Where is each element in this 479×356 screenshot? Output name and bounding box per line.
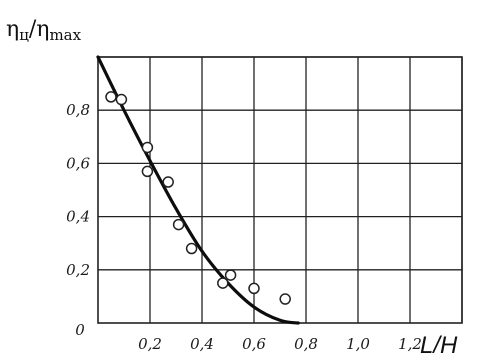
x-axis-label: L/H (420, 332, 458, 356)
y-axis-label-eta2: η (36, 17, 49, 42)
x-tick-label-3: 0,8 (294, 335, 318, 353)
data-point-1 (115, 93, 128, 106)
y-axis-label: ηц/ηmax (6, 17, 82, 44)
y-tick-labels: 0,2 0,4 0,6 0,8 (66, 101, 90, 279)
y-tick-label-3: 0,8 (66, 101, 90, 119)
data-point-8 (224, 269, 237, 281)
grid (98, 56, 463, 323)
y-tick-label-2: 0,6 (66, 154, 90, 172)
y-axis-label-sub2: max (49, 26, 81, 44)
x-tick-label-1: 0,4 (190, 335, 214, 353)
data-point-7 (217, 277, 229, 289)
data-point-3 (141, 165, 154, 178)
data-points (105, 91, 291, 305)
data-point-6 (185, 242, 198, 255)
x-tick-label-2: 0,6 (242, 335, 266, 353)
y-axis-label-slash: / (29, 17, 37, 42)
plot-frame (97, 56, 463, 324)
x-tick-label-4: 1,0 (346, 335, 370, 353)
y-axis-label-sub: ц (19, 26, 29, 44)
data-point-4 (162, 176, 174, 188)
origin-label: 0 (75, 321, 85, 339)
data-point-9 (248, 282, 260, 295)
y-axis-label-eta: η (6, 17, 19, 42)
data-point-0 (105, 91, 117, 103)
x-tick-label-0: 0,2 (138, 335, 162, 353)
fit-curve (96, 55, 300, 325)
y-tick-label-0: 0,2 (66, 261, 90, 279)
x-tick-labels: 0,2 0,4 0,6 0,8 1,0 1,2 (138, 335, 422, 353)
data-point-5 (172, 218, 185, 231)
data-point-10 (279, 293, 291, 305)
data-point-2 (141, 141, 154, 154)
x-tick-label-5: 1,2 (398, 335, 422, 353)
y-tick-label-1: 0,4 (66, 208, 90, 226)
